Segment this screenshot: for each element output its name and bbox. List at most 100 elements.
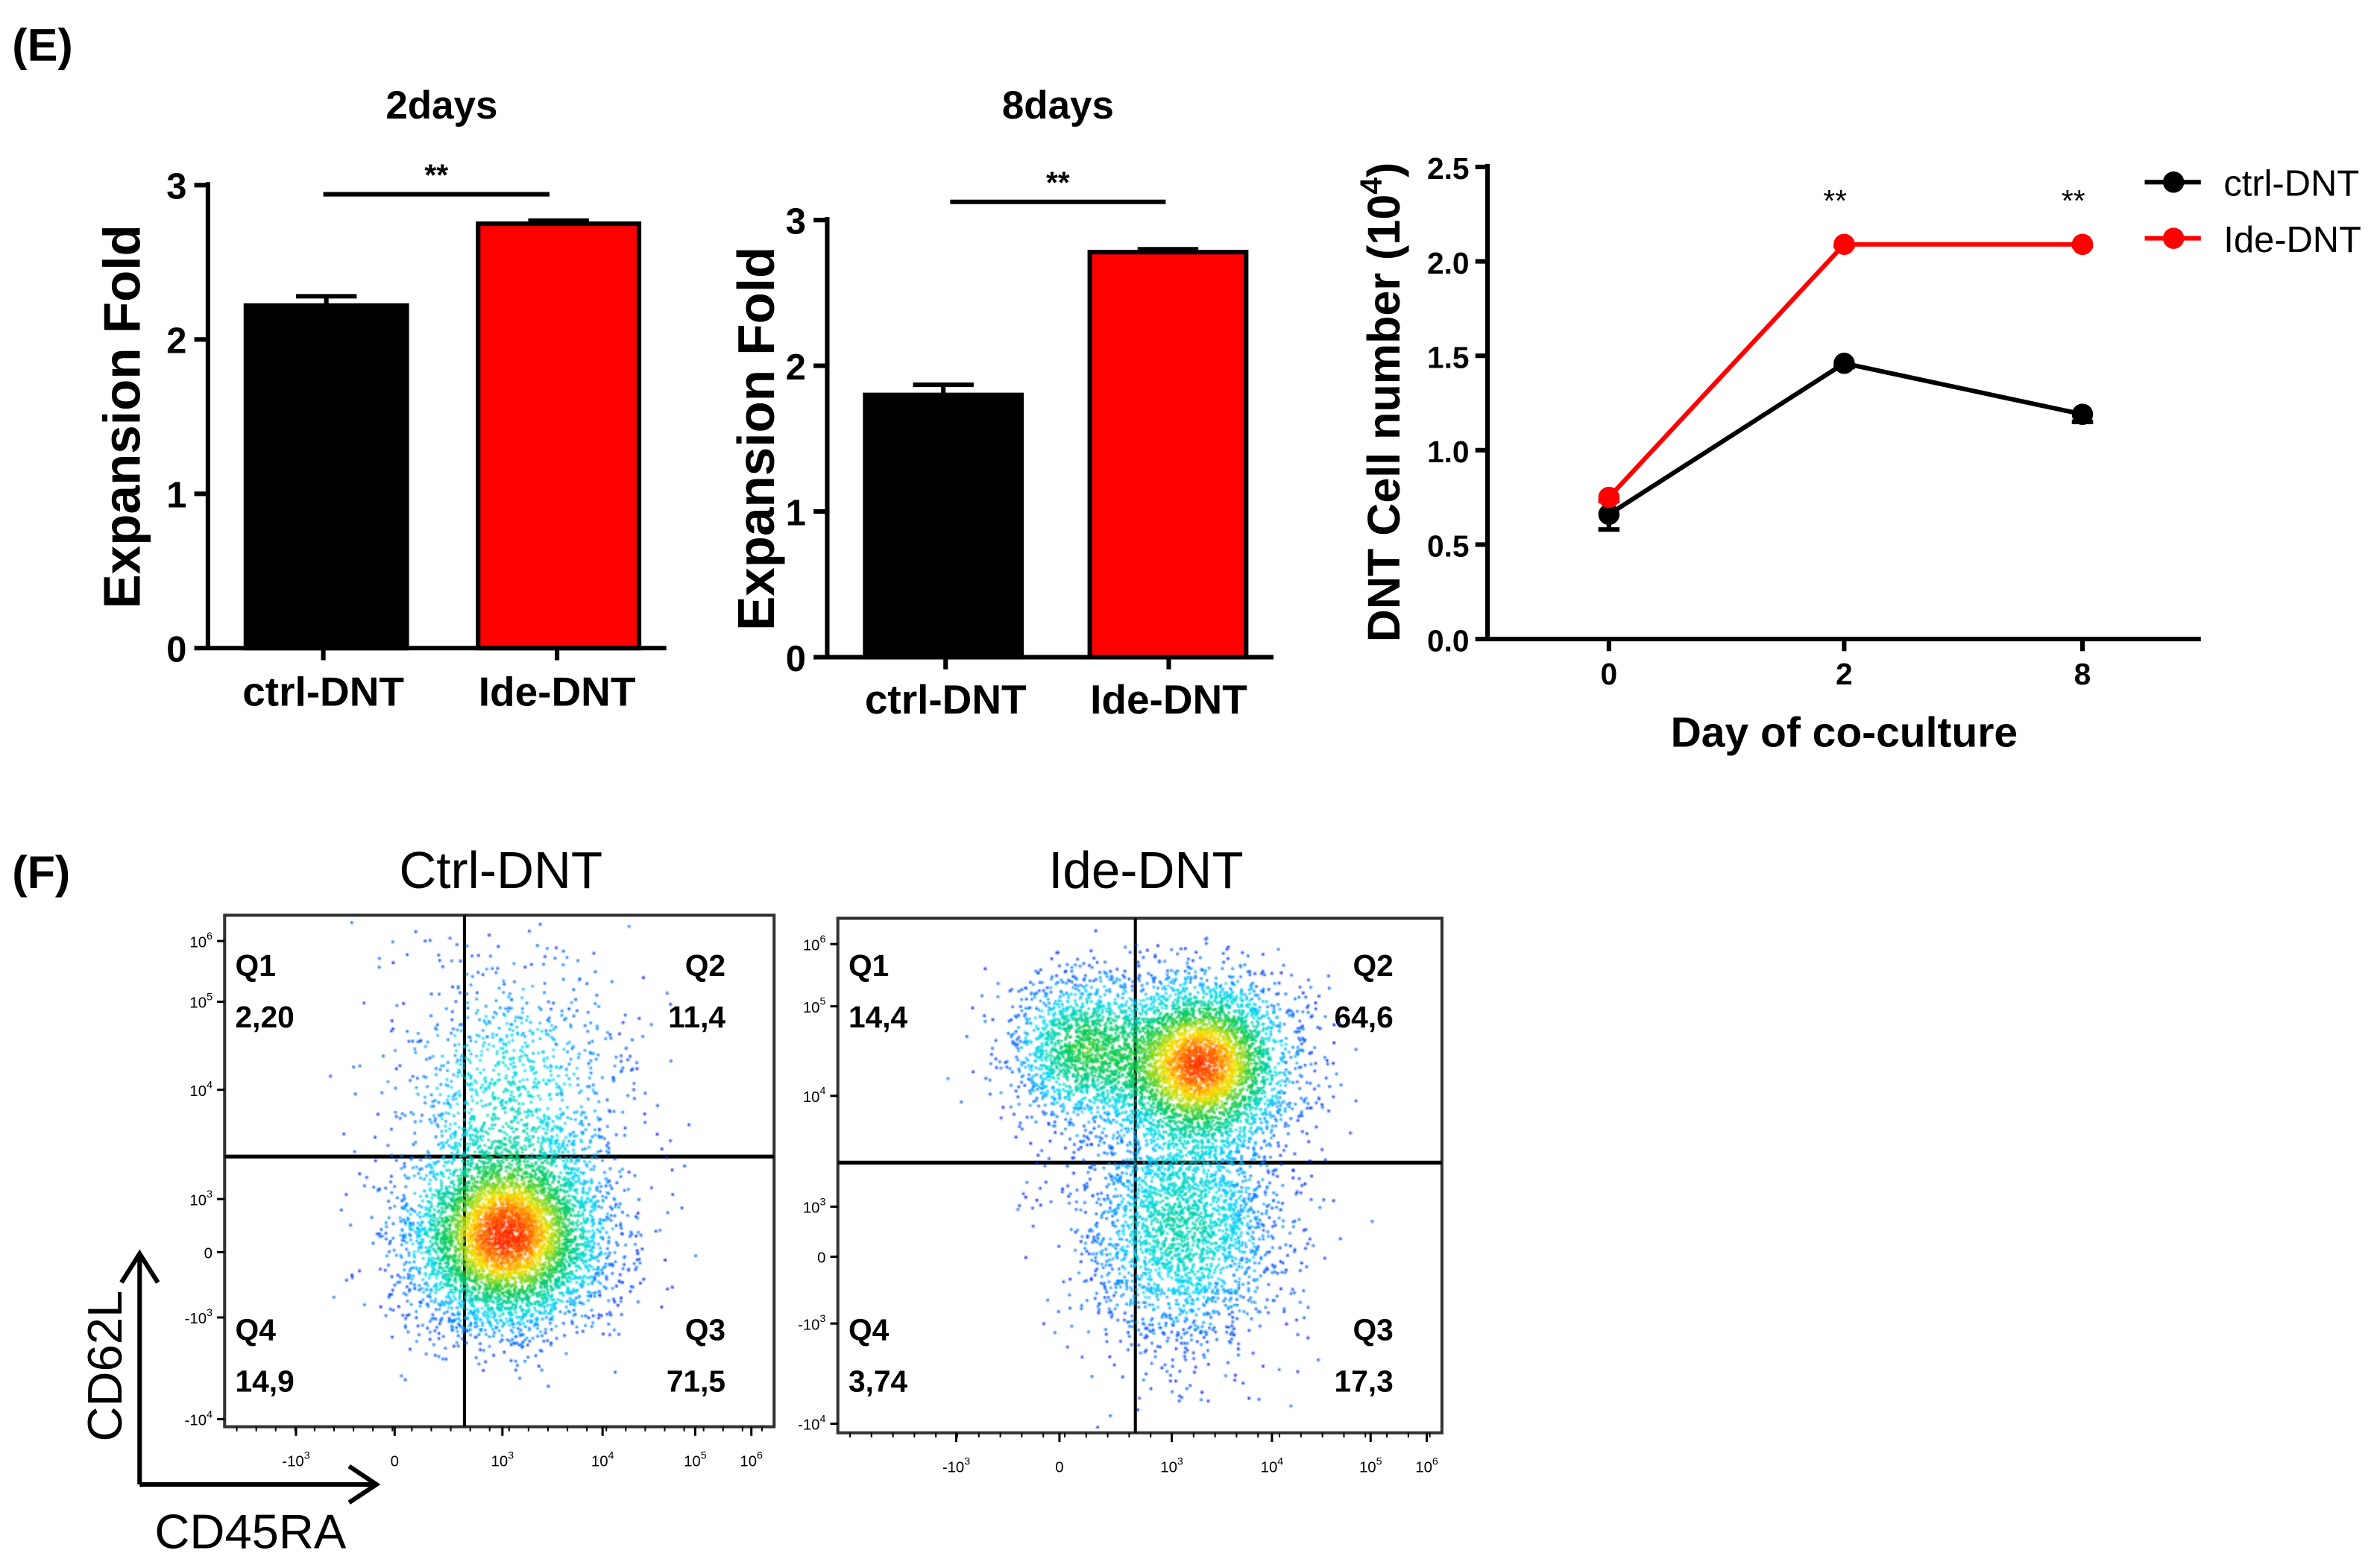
legend-label: Ide-DNT <box>2223 220 2361 260</box>
flow-plot-title: Ctrl-DNT <box>399 841 602 899</box>
y-tick-label: 2 <box>786 347 806 388</box>
y-tick-label: 2 <box>166 321 186 362</box>
y-tick-label: 106 <box>803 933 826 954</box>
tick-exp: 4 <box>819 1086 825 1098</box>
y-tick-label: 1 <box>786 493 806 533</box>
tick-base: 10 <box>803 1000 820 1016</box>
tick-exp: 3 <box>207 1188 212 1200</box>
tick-exp: 4 <box>207 1080 212 1092</box>
y-tick-label: 104 <box>189 1080 212 1100</box>
panel-e-label: (E) <box>12 19 72 70</box>
y-tick-label: 103 <box>189 1188 212 1209</box>
legend-label: ctrl-DNT <box>2223 164 2359 204</box>
x-tick-label: -103 <box>282 1449 309 1470</box>
data-point-ctrl-DNT <box>1833 353 1855 374</box>
cd62l-axis-label: CD62L <box>78 1291 132 1442</box>
x-tick-label: 104 <box>591 1449 614 1470</box>
x-tick-label: 105 <box>1359 1455 1382 1476</box>
data-point-Ide-DNT <box>1598 486 1620 508</box>
y-tick-label: -104 <box>798 1413 825 1433</box>
line-chart: 0.0 0.5 1.0 1.5 2.0 2.5 0 2 ** 8 ** ctrl-DNT Ide-DNT… <box>1353 151 2361 756</box>
y-axis-label-end: ) <box>1359 163 1409 177</box>
x-tick-label: 104 <box>1261 1455 1284 1476</box>
tick-exp: 4 <box>608 1449 614 1461</box>
x-tick-label: -103 <box>942 1455 970 1476</box>
tick-base: 10 <box>1359 1460 1376 1476</box>
y-tick-label: 105 <box>189 992 212 1012</box>
significance-marker: ** <box>1823 183 1847 218</box>
tick-base: 0 <box>1055 1460 1063 1476</box>
tick-base: 10 <box>189 1083 207 1100</box>
tick-exp: 5 <box>1376 1455 1382 1467</box>
x-tick-label: 103 <box>1160 1455 1183 1476</box>
y-tick-label: 0 <box>166 630 186 670</box>
x-tick-label: Ide-DNT <box>1090 676 1247 722</box>
data-point-Ide-DNT <box>1833 233 1855 256</box>
tick-base: 0 <box>391 1453 399 1470</box>
tick-exp: 3 <box>819 1313 825 1325</box>
significance-marker: ** <box>424 157 448 192</box>
y-tick-label: -103 <box>185 1307 212 1327</box>
x-tick-label: ctrl-DNT <box>242 669 404 715</box>
data-point-Ide-DNT <box>2071 233 2094 256</box>
tick-base: -10 <box>798 1417 819 1434</box>
tick-exp: 3 <box>207 1307 212 1319</box>
tick-base: 10 <box>803 937 820 954</box>
tick-base: 10 <box>591 1453 608 1470</box>
x-tick-label: 2 <box>1836 657 1853 691</box>
tick-base: -10 <box>185 1413 207 1429</box>
y-tick-label: 2.0 <box>1427 246 1470 280</box>
significance-marker: ** <box>1046 166 1070 200</box>
cd45ra-axis-label: CD45RA <box>154 1504 347 1558</box>
cd62l-arrow-head <box>119 1249 160 1284</box>
y-tick-label: 0 <box>817 1250 825 1267</box>
y-tick-label: 105 <box>803 996 826 1016</box>
tick-base: 10 <box>1261 1460 1278 1476</box>
x-tick-label: ctrl-DNT <box>865 676 1027 722</box>
flow-plot-title: Ide-DNT <box>1048 841 1243 899</box>
y-tick-label: -103 <box>798 1313 825 1333</box>
x-tick-label: 0 <box>1055 1460 1063 1476</box>
y-tick-label: 3 <box>166 167 186 207</box>
y-tick-label: 0 <box>204 1246 212 1262</box>
bar-chart-8days: 0 1 2 3 ctrl-DNT Ide-DNT 8days ** Expansion Fold <box>727 84 1274 722</box>
ctrl-flow-density-dots <box>224 915 775 1427</box>
tick-exp: 6 <box>1432 1455 1438 1467</box>
y-tick-label: 2.5 <box>1427 151 1470 186</box>
tick-exp: 3 <box>304 1449 310 1461</box>
bar-ctrl-DNT <box>243 303 409 651</box>
tick-base: 10 <box>684 1453 701 1470</box>
tick-base: -10 <box>942 1460 964 1476</box>
tick-exp: 5 <box>701 1449 707 1461</box>
tick-exp: 4 <box>207 1408 212 1420</box>
ide-flow-density-dots <box>837 918 1442 1433</box>
tick-exp: 4 <box>1277 1455 1283 1467</box>
y-tick-label: 104 <box>803 1086 826 1106</box>
bar-Ide-DNT <box>476 221 642 651</box>
tick-exp: 4 <box>819 1413 825 1425</box>
tick-exp: 6 <box>819 933 825 945</box>
tick-base: 0 <box>204 1246 212 1262</box>
chart-title: 2days <box>385 84 497 127</box>
x-tick-label: 105 <box>684 1449 707 1470</box>
tick-exp: 6 <box>757 1449 763 1461</box>
y-tick-label: 103 <box>803 1196 826 1216</box>
y-axis-label: DNT Cell number (104) <box>1353 163 1408 643</box>
x-tick-label: 0 <box>1601 657 1618 691</box>
tick-base: -10 <box>798 1317 819 1333</box>
y-tick-label: -104 <box>185 1408 212 1429</box>
x-tick-label: 106 <box>740 1449 763 1470</box>
y-axis-label-sup: 4 <box>1353 177 1388 195</box>
tick-base: 10 <box>803 1089 820 1106</box>
tick-exp: 3 <box>508 1449 514 1461</box>
y-axis-label-text: DNT Cell number (10 <box>1359 195 1409 643</box>
tick-base: 0 <box>817 1250 825 1267</box>
x-tick-label: 0 <box>391 1453 399 1470</box>
tick-exp: 3 <box>819 1196 825 1208</box>
tick-exp: 3 <box>964 1455 970 1467</box>
significance-marker: ** <box>2062 183 2085 218</box>
tick-base: -10 <box>282 1453 303 1470</box>
y-tick-label: 0 <box>786 639 806 679</box>
